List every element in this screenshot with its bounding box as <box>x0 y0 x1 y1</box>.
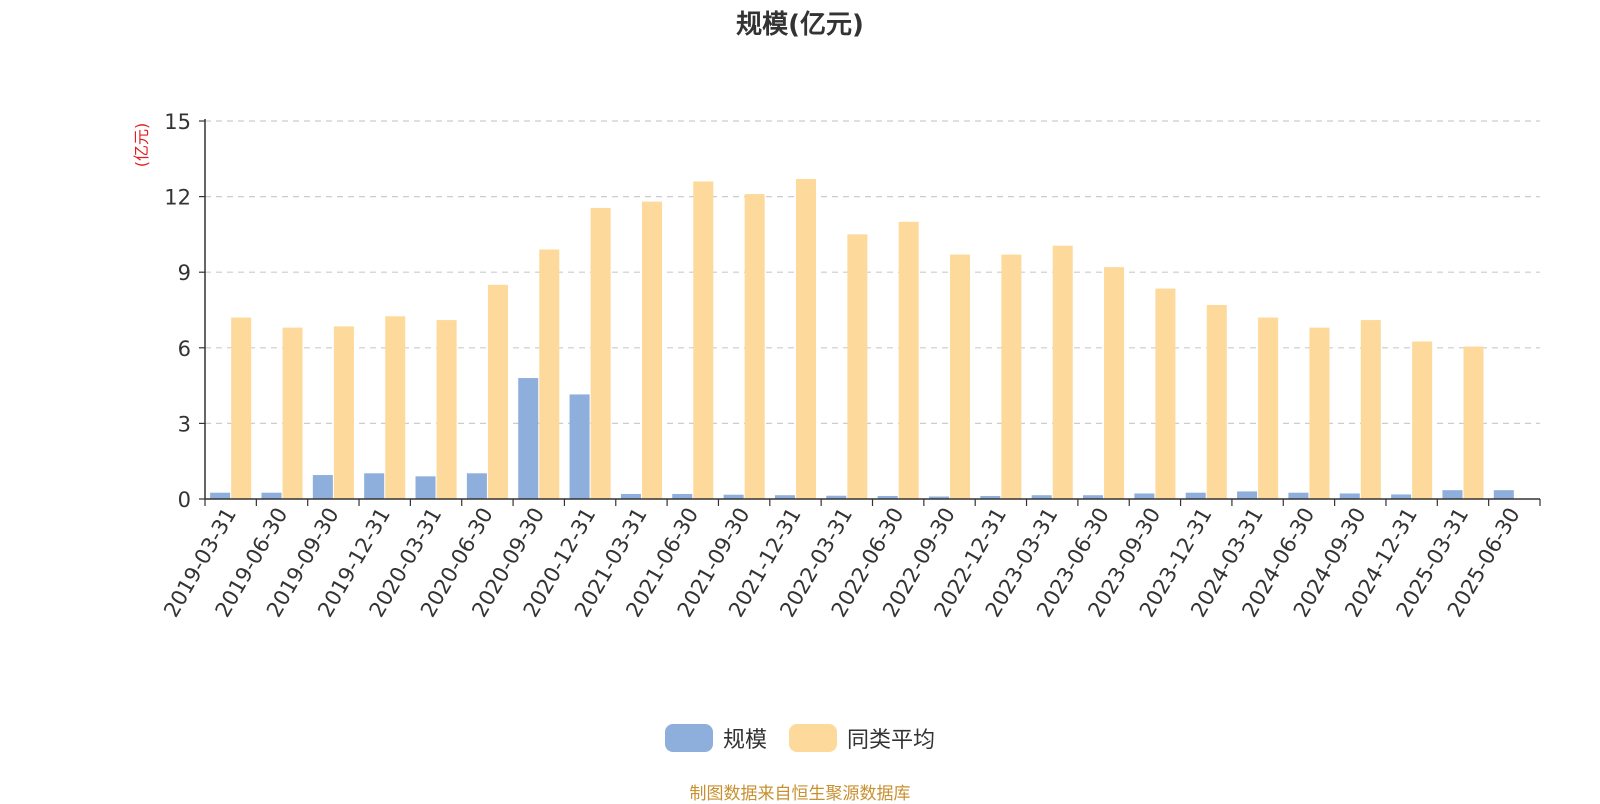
bar-scale[interactable] <box>774 495 795 499</box>
bar-peer-average[interactable] <box>231 317 252 499</box>
bar-scale[interactable] <box>620 493 641 499</box>
bar-peer-average[interactable] <box>950 254 971 499</box>
y-tick-label: 15 <box>164 110 191 134</box>
bar-scale[interactable] <box>1391 494 1412 499</box>
bar-scale[interactable] <box>415 476 436 499</box>
y-tick-label: 9 <box>178 261 191 285</box>
bar-peer-average[interactable] <box>1360 320 1381 499</box>
bar-scale[interactable] <box>1083 495 1104 499</box>
legend-label-scale: 规模 <box>722 728 767 753</box>
bar-peer-average[interactable] <box>1155 288 1176 499</box>
bar-scale[interactable] <box>826 495 847 499</box>
bar-peer-average[interactable] <box>539 249 560 499</box>
bar-peer-average[interactable] <box>436 320 457 499</box>
bar-scale[interactable] <box>928 496 950 499</box>
bar-peer-average[interactable] <box>282 327 303 499</box>
bar-scale[interactable] <box>1288 492 1309 499</box>
y-axis-unit-label: (亿元) <box>132 123 151 168</box>
bar-peer-average[interactable] <box>590 207 611 499</box>
bar-peer-average[interactable] <box>847 234 868 499</box>
bar-scale[interactable] <box>466 473 487 499</box>
bar-peer-average[interactable] <box>333 326 354 499</box>
bar-peer-average[interactable] <box>641 201 662 499</box>
legend-label-peer-average: 同类平均 <box>847 728 936 753</box>
bar-scale[interactable] <box>877 495 898 499</box>
bar-peer-average[interactable] <box>1258 317 1279 499</box>
legend-swatch-peer-average <box>789 724 837 752</box>
bar-scale[interactable] <box>210 492 231 499</box>
bar-scale[interactable] <box>672 493 693 499</box>
bar-scale[interactable] <box>569 394 590 499</box>
bar-scale[interactable] <box>261 492 282 499</box>
bar-scale[interactable] <box>723 494 744 499</box>
bar-scale[interactable] <box>364 473 385 499</box>
bar-peer-average[interactable] <box>795 178 817 499</box>
legend-item-peer-average[interactable]: 同类平均 <box>789 722 935 754</box>
bar-scale[interactable] <box>1237 491 1258 499</box>
bar-peer-average[interactable] <box>385 316 406 499</box>
bar-peer-average[interactable] <box>1309 327 1330 499</box>
y-tick-label: 12 <box>164 186 191 210</box>
bar-peer-average[interactable] <box>1052 245 1073 499</box>
bar-scale[interactable] <box>1031 495 1052 499</box>
bar-peer-average[interactable] <box>1206 304 1227 499</box>
legend: 规模 同类平均 <box>0 722 1600 754</box>
y-tick-label: 0 <box>178 488 191 512</box>
bar-peer-average[interactable] <box>1001 254 1022 499</box>
bar-peer-average[interactable] <box>487 284 508 499</box>
bar-scale[interactable] <box>1134 493 1155 499</box>
bar-peer-average[interactable] <box>744 194 765 499</box>
y-tick-label: 6 <box>178 337 191 361</box>
legend-swatch-scale <box>664 724 713 752</box>
bar-peer-average[interactable] <box>1412 341 1433 500</box>
bar-peer-average[interactable] <box>1463 346 1484 499</box>
bar-peer-average[interactable] <box>898 221 919 500</box>
bars <box>210 178 1514 500</box>
y-tick-label: 3 <box>178 412 191 436</box>
bar-scale[interactable] <box>1442 490 1463 499</box>
bar-peer-average[interactable] <box>1104 267 1125 499</box>
chart-title: 规模(亿元) <box>736 10 864 40</box>
bar-peer-average[interactable] <box>693 181 714 500</box>
bar-scale[interactable] <box>312 475 333 499</box>
bar-scale[interactable] <box>1339 493 1360 499</box>
legend-item-scale[interactable]: 规模 <box>664 722 767 754</box>
bar-scale[interactable] <box>1185 492 1206 499</box>
data-source-note: 制图数据来自恒生聚源数据库 <box>689 784 911 804</box>
bar-scale[interactable] <box>518 378 539 499</box>
bar-scale[interactable] <box>1493 490 1514 499</box>
bar-scale[interactable] <box>980 495 1001 499</box>
